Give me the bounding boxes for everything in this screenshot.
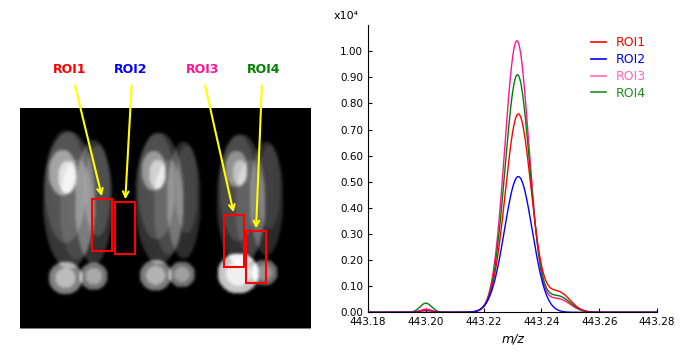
ROI4 xyxy=(475,308,483,313)
Text: ROI2: ROI2 xyxy=(114,63,147,76)
Legend: ROI1, ROI2, ROI3, ROI4: ROI1, ROI2, ROI3, ROI4 xyxy=(585,31,651,104)
ROI1 xyxy=(653,310,661,314)
ROI4 xyxy=(513,73,522,77)
Bar xyxy=(246,231,266,283)
ROI3 xyxy=(653,310,661,314)
Line: ROI4: ROI4 xyxy=(368,75,657,312)
ROI4 xyxy=(364,310,372,314)
ROI3 xyxy=(616,310,625,314)
ROI4 xyxy=(616,310,625,314)
ROI1 xyxy=(616,310,625,314)
ROI3 xyxy=(364,310,372,314)
ROI1 xyxy=(487,287,495,291)
ROI4 xyxy=(647,310,656,314)
ROI1 xyxy=(475,308,483,312)
ROI2 xyxy=(414,310,422,314)
ROI3 xyxy=(397,310,405,314)
ROI2 xyxy=(514,174,522,179)
ROI1 xyxy=(514,112,522,116)
ROI2 xyxy=(653,310,661,314)
ROI2 xyxy=(475,308,483,312)
ROI4 xyxy=(653,310,661,314)
ROI4 xyxy=(397,310,405,314)
ROI3 xyxy=(475,308,483,312)
ROI2 xyxy=(647,310,656,314)
ROI2 xyxy=(616,310,625,314)
FancyBboxPatch shape xyxy=(20,108,310,328)
Line: ROI1: ROI1 xyxy=(368,114,657,312)
ROI3 xyxy=(647,310,656,314)
X-axis label: m/z: m/z xyxy=(501,333,524,346)
ROI1 xyxy=(647,310,656,314)
ROI3 xyxy=(414,309,422,313)
ROI4 xyxy=(414,306,422,311)
ROI2 xyxy=(487,290,495,294)
Bar xyxy=(92,199,112,251)
Text: ROI4: ROI4 xyxy=(247,63,280,76)
Line: ROI3: ROI3 xyxy=(368,41,657,312)
Text: ROI1: ROI1 xyxy=(53,63,87,76)
Bar xyxy=(224,215,244,267)
ROI2 xyxy=(397,310,405,314)
ROI2 xyxy=(364,310,372,314)
ROI3 xyxy=(513,39,521,43)
ROI4 xyxy=(487,284,495,288)
ROI1 xyxy=(364,310,372,314)
Text: ROI3: ROI3 xyxy=(186,63,219,76)
ROI1 xyxy=(397,310,405,314)
Text: x10⁴: x10⁴ xyxy=(334,11,358,22)
ROI1 xyxy=(414,309,422,314)
ROI3 xyxy=(487,280,495,285)
Bar xyxy=(115,202,135,254)
Line: ROI2: ROI2 xyxy=(368,177,657,312)
